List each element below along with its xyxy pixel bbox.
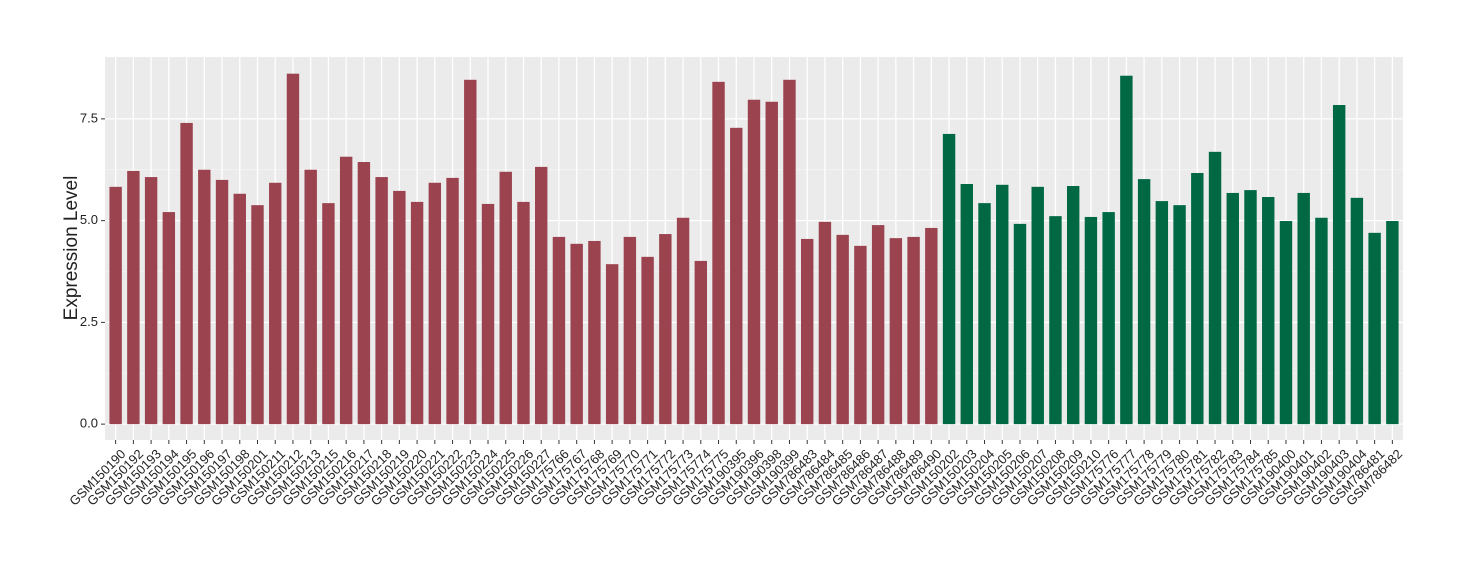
bar xyxy=(517,201,530,425)
bar xyxy=(1191,172,1204,425)
bar xyxy=(393,190,406,425)
bar xyxy=(428,182,442,425)
bar xyxy=(623,236,637,425)
bar xyxy=(286,73,300,425)
bar xyxy=(605,264,619,425)
bar xyxy=(251,205,264,425)
bar xyxy=(694,260,708,425)
bar xyxy=(109,186,122,425)
bar xyxy=(659,234,672,425)
bar xyxy=(1332,105,1346,425)
bar xyxy=(889,238,903,425)
bar xyxy=(198,169,211,425)
bar xyxy=(676,217,690,425)
bar xyxy=(942,133,956,425)
bar xyxy=(1066,186,1080,425)
bar xyxy=(1368,232,1381,425)
bar xyxy=(464,79,477,425)
bar xyxy=(375,177,388,425)
bar xyxy=(1208,151,1222,425)
bar xyxy=(1120,75,1133,425)
bar xyxy=(730,127,743,425)
y-axis-label: Expression Level xyxy=(61,176,82,321)
bar xyxy=(535,166,548,425)
bar xyxy=(269,182,282,425)
bar xyxy=(1137,179,1151,425)
bar xyxy=(410,201,424,425)
bar xyxy=(144,177,158,425)
bar xyxy=(304,169,317,425)
bar xyxy=(925,227,938,425)
bar xyxy=(1262,197,1275,425)
y-tick-label: 0.0 xyxy=(80,416,98,431)
bar xyxy=(180,122,193,425)
bar xyxy=(1297,192,1310,425)
bar xyxy=(996,184,1009,425)
bar xyxy=(1350,197,1364,425)
bar xyxy=(552,236,566,425)
bar xyxy=(357,162,371,425)
bar xyxy=(1279,221,1293,425)
bar xyxy=(871,225,885,425)
bar xyxy=(960,183,973,425)
bar xyxy=(978,203,991,425)
bar xyxy=(322,203,335,425)
bar xyxy=(836,234,849,425)
bar xyxy=(215,179,229,425)
bar xyxy=(1013,223,1027,425)
bar xyxy=(783,79,796,425)
bar xyxy=(1226,192,1239,425)
bar xyxy=(1031,186,1044,425)
bar xyxy=(162,212,176,425)
y-tick-label: 2.5 xyxy=(80,314,98,329)
bar xyxy=(499,171,512,425)
bar xyxy=(1173,205,1186,425)
bar xyxy=(1386,221,1399,425)
bar xyxy=(818,221,832,425)
bar xyxy=(127,170,140,425)
bar xyxy=(481,203,495,425)
y-tick-label: 7.5 xyxy=(80,110,98,125)
bar xyxy=(1102,212,1115,425)
bar xyxy=(588,240,601,425)
bar xyxy=(854,245,867,425)
bar xyxy=(1315,217,1328,425)
bar xyxy=(339,156,353,425)
bar xyxy=(747,99,761,425)
bar xyxy=(765,101,778,425)
bar xyxy=(570,243,583,425)
bar xyxy=(446,177,459,425)
y-tick-label: 5.0 xyxy=(80,212,98,227)
bar xyxy=(800,238,814,425)
bar xyxy=(233,193,246,425)
bar xyxy=(1244,190,1257,425)
bar xyxy=(1155,201,1169,425)
bar xyxy=(907,236,920,425)
bar xyxy=(641,256,654,425)
bar xyxy=(712,81,725,425)
bar xyxy=(1084,216,1098,425)
bar xyxy=(1049,216,1062,425)
